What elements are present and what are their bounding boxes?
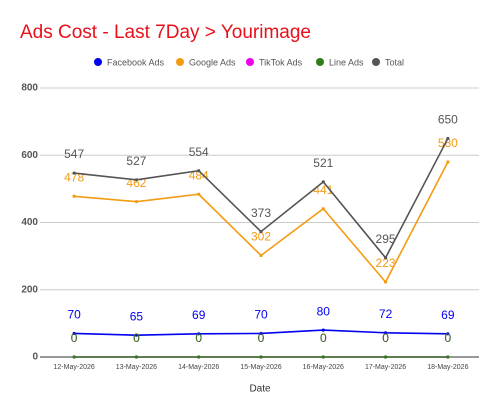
- y-tick-label: 600: [21, 150, 38, 161]
- data-label: 0: [258, 331, 265, 345]
- data-label: 0: [71, 331, 78, 345]
- point: [197, 192, 201, 196]
- x-tick-label: 12-May-2026: [54, 364, 95, 371]
- point: [383, 355, 388, 359]
- point: [72, 355, 76, 359]
- data-label: 69: [441, 308, 455, 322]
- legend-marker: [372, 58, 380, 66]
- data-label: 72: [379, 307, 393, 321]
- chart-title: Ads Cost - Last 7Day > Yourimage: [20, 22, 311, 43]
- data-label: 0: [445, 331, 452, 345]
- data-label: 80: [317, 304, 331, 318]
- data-label: 69: [192, 308, 206, 322]
- point: [383, 331, 388, 335]
- data-label: 547: [64, 147, 84, 161]
- y-tick-label: 800: [21, 83, 38, 94]
- data-label: 0: [195, 331, 202, 345]
- data-label: 0: [258, 331, 265, 345]
- point: [383, 256, 388, 260]
- point: [134, 200, 139, 204]
- point: [321, 207, 325, 211]
- data-label: 0: [382, 331, 389, 345]
- point: [197, 332, 201, 336]
- point: [383, 280, 388, 284]
- x-tick-label: 16-May-2026: [303, 364, 344, 371]
- legend-label: Line Ads: [329, 57, 364, 67]
- data-label: 70: [67, 308, 81, 322]
- data-label: 527: [126, 154, 146, 168]
- legend-marker: [246, 58, 254, 66]
- x-tick-label: 13-May-2026: [116, 364, 157, 371]
- data-label: 650: [438, 113, 458, 127]
- x-tick-label: 14-May-2026: [178, 364, 219, 371]
- point: [259, 253, 263, 258]
- point: [72, 194, 76, 198]
- data-label: 462: [126, 176, 146, 190]
- data-label: 70: [254, 308, 268, 322]
- point: [446, 160, 450, 164]
- data-label: 0: [320, 331, 327, 345]
- data-label: 373: [251, 206, 271, 220]
- point: [321, 180, 325, 184]
- x-tick-label: 18-May-2026: [427, 364, 468, 371]
- x-tick-label: 17-May-2026: [365, 364, 406, 371]
- legend-label: Total: [385, 57, 404, 67]
- point: [321, 355, 325, 359]
- point: [259, 229, 263, 234]
- point: [197, 355, 201, 359]
- legend-marker: [316, 58, 324, 66]
- legend-marker: [176, 58, 184, 66]
- data-label: 65: [130, 309, 144, 323]
- point: [446, 355, 450, 359]
- point: [446, 136, 450, 141]
- legend-marker: [94, 58, 102, 66]
- legend-label: TikTok Ads: [259, 57, 303, 67]
- point: [134, 333, 139, 337]
- x-axis-label: Date: [249, 384, 271, 395]
- point: [197, 169, 201, 173]
- legend-label: Facebook Ads: [107, 57, 165, 67]
- point: [72, 331, 76, 336]
- point: [259, 355, 263, 359]
- data-label: 295: [376, 232, 396, 246]
- data-label: 0: [382, 331, 389, 345]
- y-tick-label: 400: [21, 217, 38, 228]
- data-label: 521: [313, 156, 333, 170]
- data-label: 223: [376, 256, 396, 270]
- data-label: 0: [320, 331, 327, 345]
- data-label: 0: [445, 331, 452, 345]
- point: [134, 355, 139, 359]
- data-label: 554: [189, 145, 209, 159]
- data-label: 302: [251, 230, 271, 244]
- legend-label: Google Ads: [189, 57, 236, 67]
- point: [321, 328, 325, 332]
- data-label: 0: [71, 331, 78, 345]
- data-label: 0: [195, 331, 202, 345]
- point: [259, 331, 263, 336]
- data-label: 0: [133, 331, 140, 345]
- y-tick-label: 0: [32, 352, 38, 363]
- point: [72, 171, 76, 175]
- point: [134, 178, 139, 182]
- y-tick-label: 200: [21, 284, 38, 295]
- x-tick-label: 15-May-2026: [240, 364, 281, 371]
- data-label: 0: [133, 331, 140, 345]
- point: [446, 332, 450, 336]
